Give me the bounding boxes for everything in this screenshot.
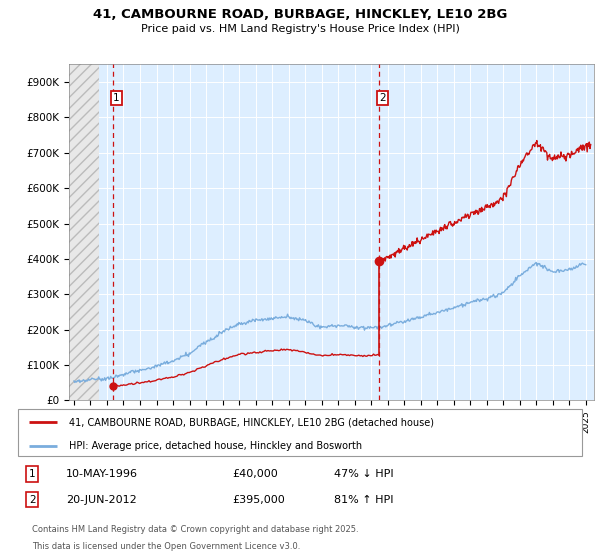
Text: 41, CAMBOURNE ROAD, BURBAGE, HINCKLEY, LE10 2BG (detached house): 41, CAMBOURNE ROAD, BURBAGE, HINCKLEY, L… (69, 417, 434, 427)
Text: Price paid vs. HM Land Registry's House Price Index (HPI): Price paid vs. HM Land Registry's House … (140, 24, 460, 34)
Bar (69, 64, 99, 400)
Text: 41, CAMBOURNE ROAD, BURBAGE, HINCKLEY, LE10 2BG: 41, CAMBOURNE ROAD, BURBAGE, HINCKLEY, L… (93, 8, 507, 21)
Text: 10-MAY-1996: 10-MAY-1996 (66, 469, 138, 479)
FancyBboxPatch shape (18, 409, 582, 456)
Text: 47% ↓ HPI: 47% ↓ HPI (334, 469, 394, 479)
Text: £395,000: £395,000 (232, 494, 285, 505)
Text: HPI: Average price, detached house, Hinckley and Bosworth: HPI: Average price, detached house, Hinc… (69, 441, 362, 451)
Text: 2: 2 (379, 93, 385, 103)
Text: Contains HM Land Registry data © Crown copyright and database right 2025.: Contains HM Land Registry data © Crown c… (32, 525, 359, 534)
Text: 2: 2 (29, 494, 35, 505)
Text: 1: 1 (29, 469, 35, 479)
Text: 1: 1 (113, 93, 119, 103)
Text: 20-JUN-2012: 20-JUN-2012 (66, 494, 137, 505)
Text: 81% ↑ HPI: 81% ↑ HPI (334, 494, 394, 505)
Text: This data is licensed under the Open Government Licence v3.0.: This data is licensed under the Open Gov… (32, 542, 301, 551)
Text: £40,000: £40,000 (232, 469, 278, 479)
